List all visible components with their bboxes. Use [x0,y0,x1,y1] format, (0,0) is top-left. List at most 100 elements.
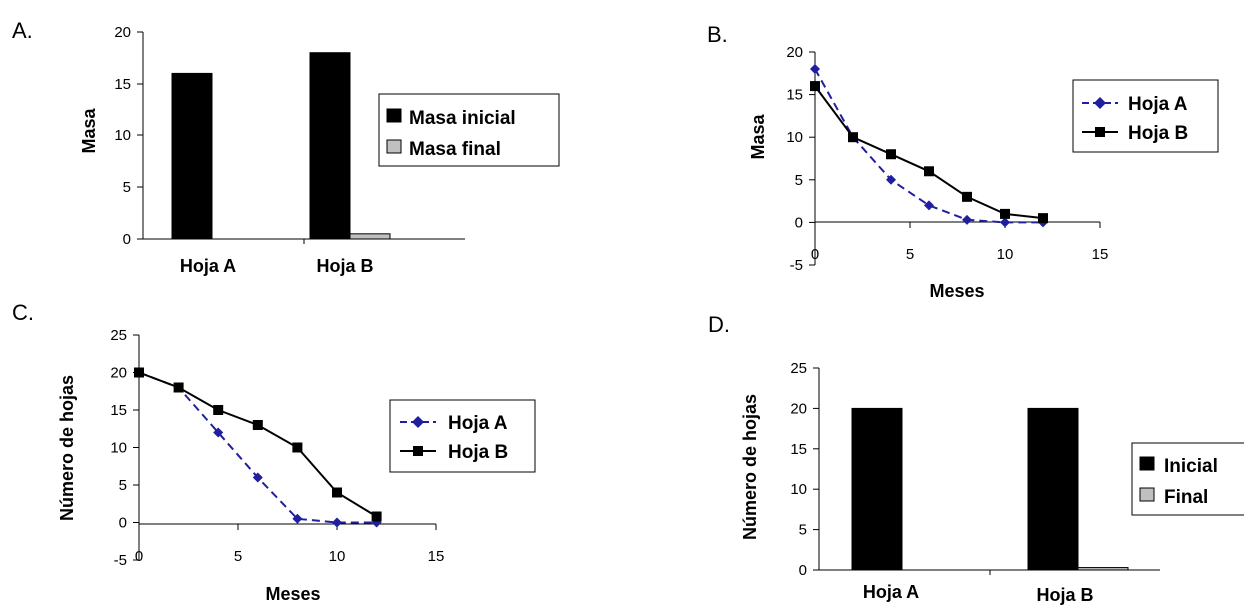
xtick-label-b-3: 15 [1092,246,1109,263]
point-b-hoja-a-4 [962,214,972,225]
panel-c: C. Número de hojas -5 0 5 10 15 20 25 0 … [12,300,536,604]
panel-letter-a: A. [12,18,33,43]
series-line-b-hoja-b [814,85,1044,220]
point-c-hoja-a-4 [292,513,303,524]
ytick-label-d-4: 20 [790,400,807,417]
xtick-label-c-3: 15 [428,548,445,565]
ytick-label-d-2: 10 [790,481,807,498]
xtick-label-b-2: 10 [997,246,1014,263]
point-c-hoja-a-3 [252,472,263,483]
ticks-c: -5 0 5 10 15 20 25 0 5 10 15 [110,327,444,569]
ytick-label-b-0: -5 [790,257,803,274]
legend-box-c [389,399,536,473]
ylabel-a: Masa [79,108,99,154]
ylabel-c: Número de hojas [57,375,77,521]
point-b-hoja-b-0 [810,81,820,92]
ytick-label-d-0: 0 [799,562,807,579]
point-b-hoja-a-2 [886,174,896,185]
panel-d: D. Número de hojas 0 5 10 15 20 25 Hoja … [708,312,1244,605]
ytick-label-b-4: 15 [786,87,803,104]
legend-label-a-initial: Masa inicial [409,108,516,129]
category-label-d-0: Hoja A [863,582,919,602]
bar-d-hoja-b-inicial [1027,407,1079,571]
ytick-label-d-3: 15 [790,441,807,458]
panel-letter-c: C. [12,300,34,325]
ytick-label-a-1: 5 [123,179,131,196]
ytick-label-c-4: 15 [110,402,127,419]
ytick-a-2: 10 [114,127,143,144]
panel-letter-d: D. [708,312,730,337]
series-line-c-hoja-a [138,371,377,524]
legend-a: Masa inicial Masa final [378,93,560,167]
legend-label-c-hoja-b: Hoja B [448,442,508,463]
ytick-a-3: 15 [114,76,143,93]
category-label-d-1: Hoja B [1036,585,1093,605]
point-b-hoja-b-5 [1000,208,1010,219]
point-c-hoja-b-6 [371,511,382,522]
point-c-hoja-a-5 [332,517,342,528]
point-b-hoja-a-0 [810,64,820,75]
legend-d: Inicial Final [1131,442,1244,516]
ylabel-d: Número de hojas [740,394,760,540]
bar-d-hoja-b-final [1077,567,1129,571]
ylabel-b: Masa [748,114,768,160]
legend-marker-c-hoja-b [413,446,423,456]
point-b-hoja-b-2 [886,149,896,160]
legend-box-a [378,93,560,167]
point-b-hoja-a-3 [924,200,934,211]
panel-letter-b: B. [707,22,728,47]
point-c-hoja-a-2 [213,427,224,438]
xtick-label-c-2: 10 [329,548,346,565]
ytick-label-c-2: 5 [119,477,127,494]
xtick-label-b-1: 5 [906,246,914,263]
ytick-label-c-3: 10 [110,440,127,457]
ytick-label-a-4: 20 [114,24,131,41]
bar-a-hoja-b-masa-inicial [309,52,351,240]
legend-label-d-final: Final [1164,487,1208,508]
legend-box-d [1131,442,1244,516]
bar-d-hoja-a-inicial [851,407,903,571]
point-b-hoja-b-1 [848,132,858,143]
plot-area-c [134,367,382,528]
ytick-label-c-1: 0 [119,515,127,532]
bar-a-hoja-b-masa-final [349,233,391,240]
xtick-label-b-0: 0 [811,246,819,263]
point-b-hoja-b-6 [1038,213,1048,224]
ytick-label-c-6: 25 [110,327,127,344]
legend-swatch-a-final [386,139,402,154]
series-line-b-hoja-a [814,68,1043,224]
ytick-label-b-3: 10 [786,129,803,146]
ytick-label-d-5: 25 [790,360,807,377]
legend-marker-b-hoja-b [1095,127,1105,137]
legend-swatch-d-final [1139,487,1155,502]
ytick-label-a-3: 15 [114,76,131,93]
xtick-label-c-1: 5 [234,548,242,565]
point-b-hoja-a-5 [1000,217,1010,228]
ytick-label-b-5: 20 [786,44,803,61]
point-c-hoja-b-3 [252,420,263,430]
point-c-hoja-b-1 [173,382,184,393]
legend-label-a-final: Masa final [409,139,501,160]
legend-swatch-a-initial [386,108,402,123]
legend-label-c-hoja-a: Hoja A [448,413,508,434]
point-b-hoja-b-4 [962,191,972,202]
legend-box-b [1072,79,1219,153]
point-c-hoja-b-4 [292,442,303,453]
xlabel-b: Meses [929,281,984,301]
legend-marker-c-hoja-a [412,416,424,428]
xtick-label-c-0: 0 [135,548,143,565]
point-c-hoja-b-0 [134,367,144,378]
legend-label-b-hoja-a: Hoja A [1128,94,1188,115]
ticks-b: -5 0 5 10 15 20 0 5 10 15 [786,44,1108,274]
category-label-a-0: Hoja A [180,256,236,276]
ticks-d: 0 5 10 15 20 25 [790,360,819,579]
point-c-hoja-b-5 [332,487,342,498]
legend-marker-b-hoja-a [1094,97,1106,109]
ytick-label-a-2: 10 [114,127,131,144]
panel-a: A. Masa 0 5 10 15 20 [12,18,560,276]
ytick-label-d-1: 5 [799,522,807,539]
legend-label-d-initial: Inicial [1164,456,1218,477]
ytick-label-c-0: -5 [114,552,127,569]
category-label-a-1: Hoja B [316,256,373,276]
